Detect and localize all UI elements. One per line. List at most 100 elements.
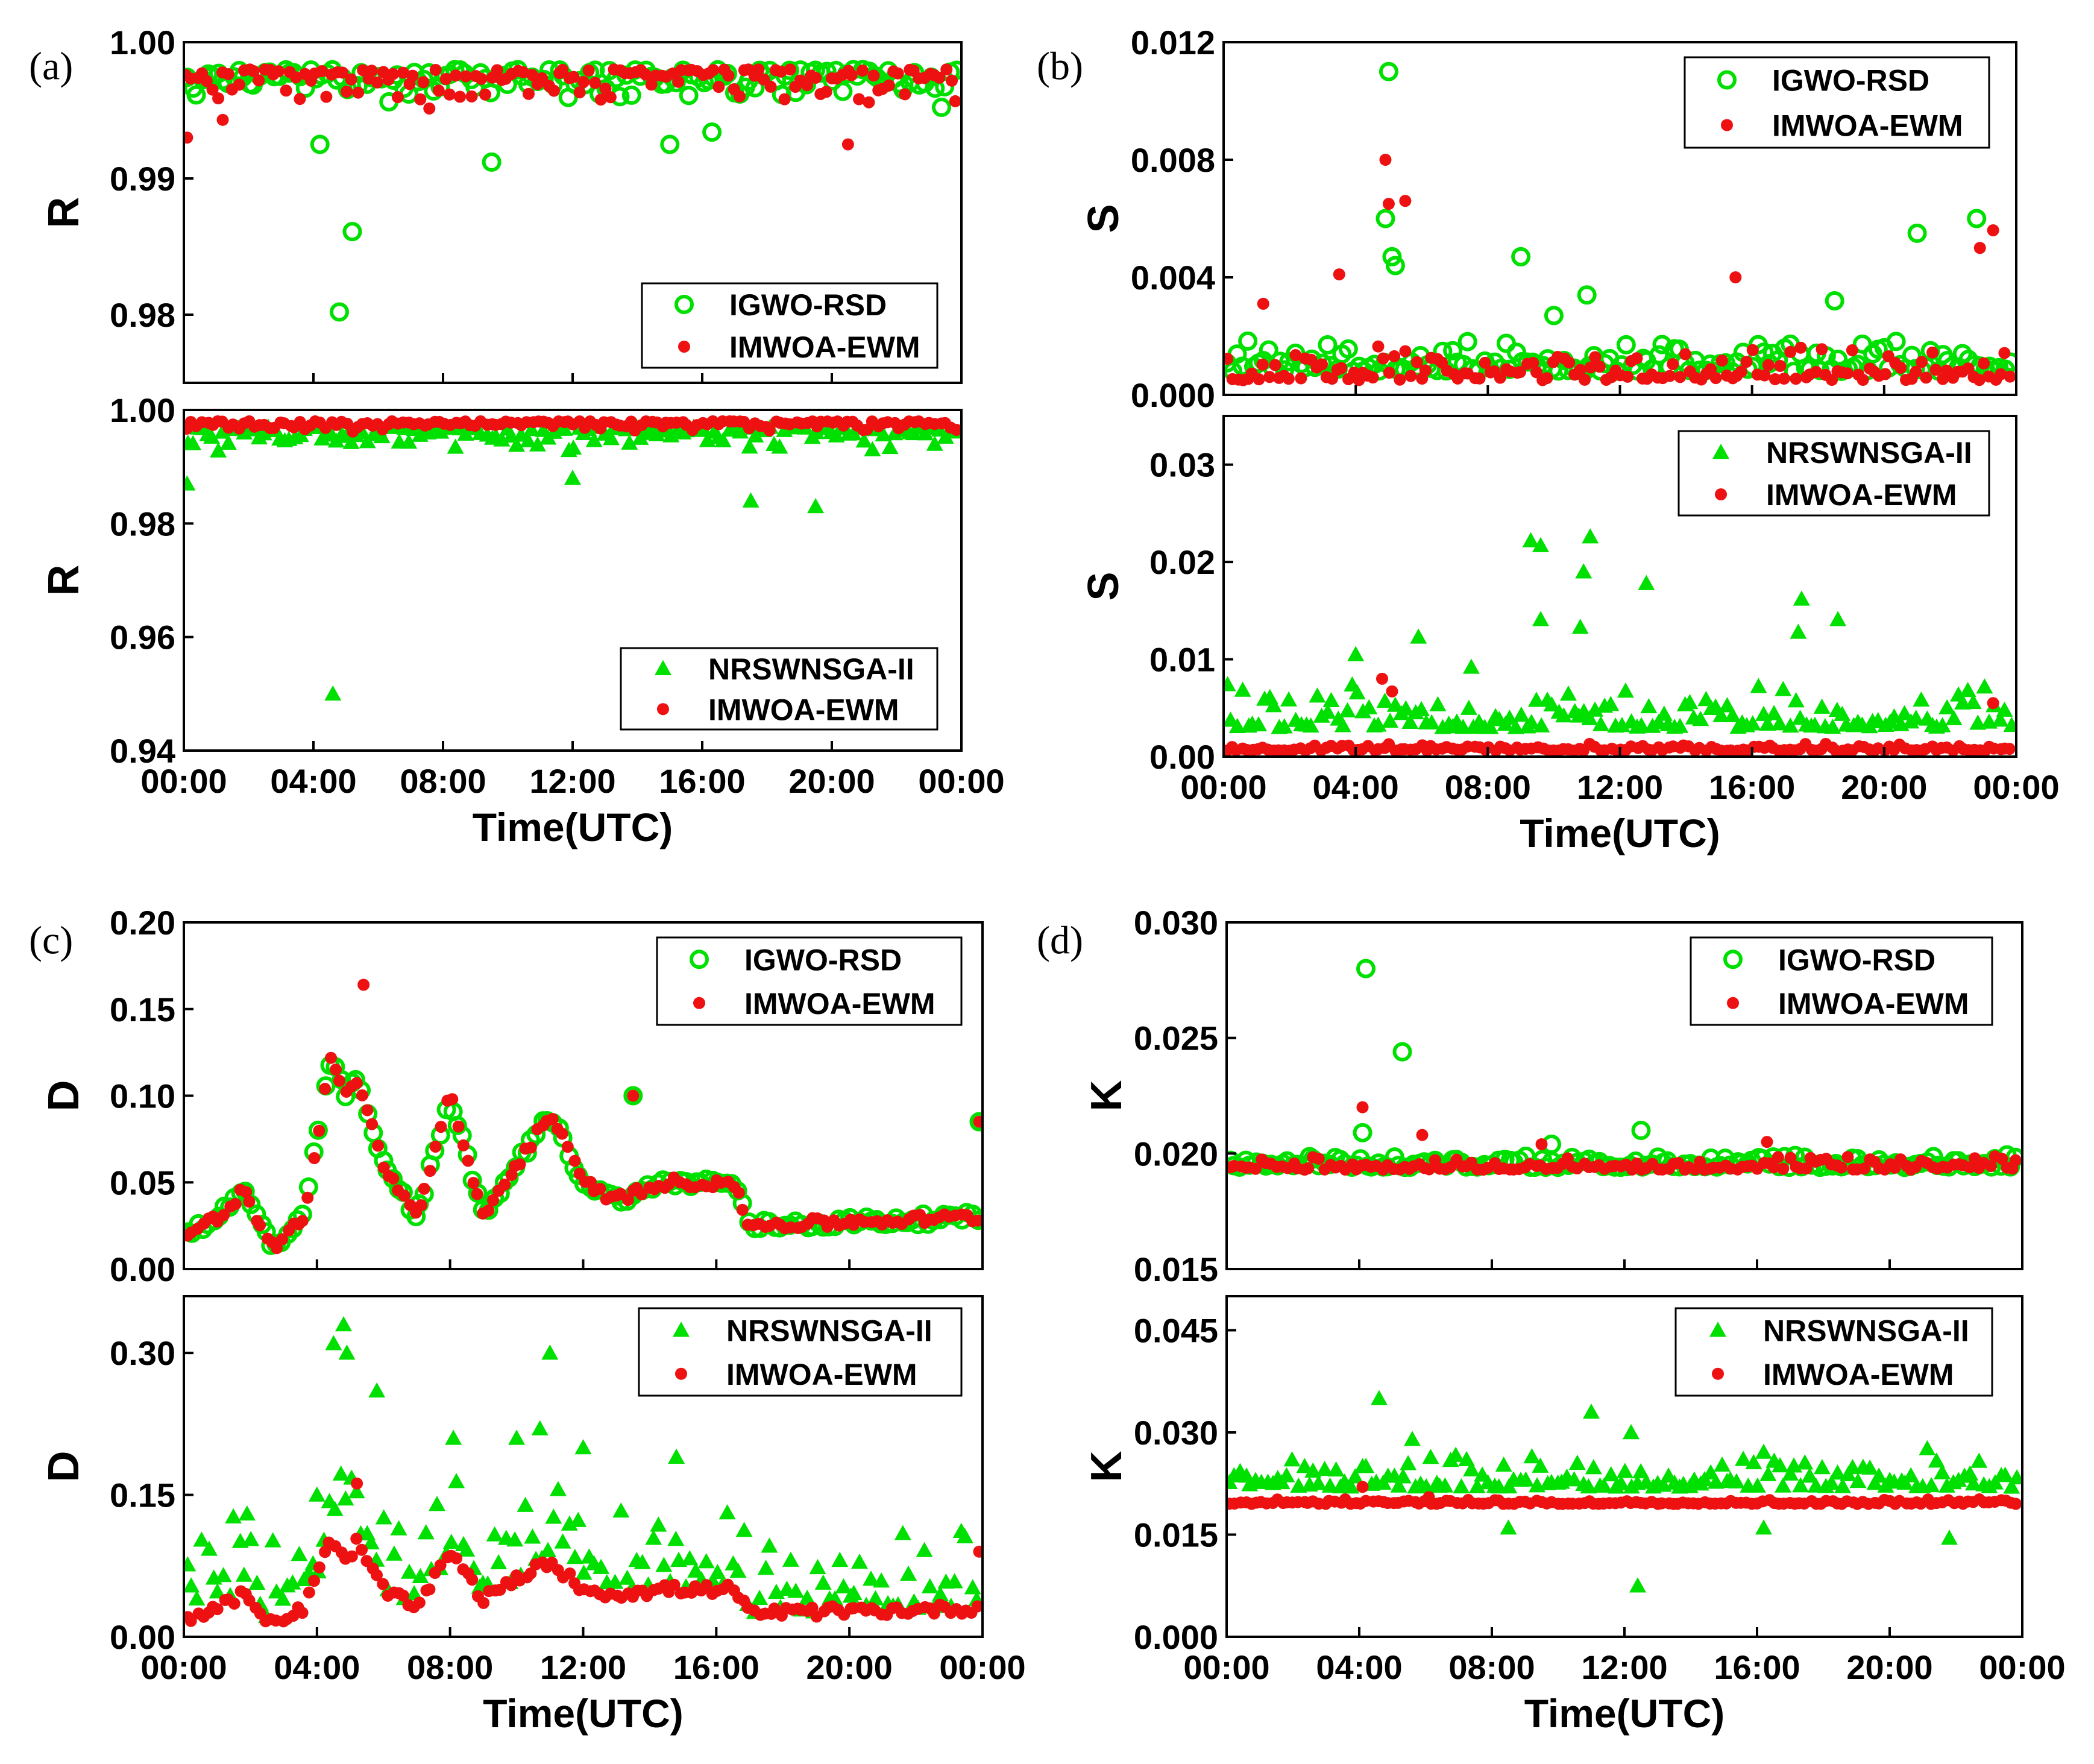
legend-marker xyxy=(1717,70,1737,90)
point-imwoa-ewm xyxy=(1705,363,1717,376)
data-points xyxy=(1227,1390,2022,1593)
x-tick-label: 16:00 xyxy=(1709,768,1795,806)
point-nrswnsga-ii xyxy=(863,1570,880,1586)
point-imwoa-ewm xyxy=(1563,356,1576,369)
legend-marker xyxy=(657,703,669,716)
point-igwo-rsd xyxy=(1907,223,1927,243)
point-nrswnsga-ii xyxy=(1969,714,1987,730)
point-imwoa-ewm xyxy=(973,1545,983,1558)
point-nrswnsga-ii xyxy=(1792,1477,1809,1493)
point-imwoa-ewm xyxy=(443,88,456,101)
point-nrswnsga-ii xyxy=(1224,676,1236,691)
point-nrswnsga-ii xyxy=(1583,1403,1600,1419)
point-nrswnsga-ii xyxy=(1533,717,1550,732)
point-imwoa-ewm xyxy=(465,90,478,102)
point-nrswnsga-ii xyxy=(1453,1478,1470,1494)
y-tick-label: 0.00 xyxy=(110,1250,175,1288)
x-tick-label: 00:00 xyxy=(140,762,227,800)
point-imwoa-ewm xyxy=(272,65,285,78)
point-nrswnsga-ii xyxy=(375,1509,392,1525)
point-nrswnsga-ii xyxy=(1357,1458,1375,1473)
point-imwoa-ewm xyxy=(1423,1491,1435,1504)
point-imwoa-ewm xyxy=(356,1089,368,1101)
legend-entry: IMWOA-EWM xyxy=(744,987,935,1021)
point-nrswnsga-ii xyxy=(1532,537,1549,552)
point-nrswnsga-ii xyxy=(417,1524,435,1540)
point-nrswnsga-ii xyxy=(1755,1519,1772,1535)
point-nrswnsga-ii xyxy=(668,1448,685,1464)
point-nrswnsga-ii xyxy=(490,1554,508,1570)
point-imwoa-ewm xyxy=(1263,371,1276,383)
point-nrswnsga-ii xyxy=(1401,713,1419,729)
point-igwo-rsd xyxy=(1577,285,1597,305)
panel-label: (b) xyxy=(1037,44,1083,88)
data-points xyxy=(1224,61,2016,386)
point-nrswnsga-ii xyxy=(864,441,881,456)
point-nrswnsga-ii xyxy=(1650,714,1667,729)
x-tick-label: 04:00 xyxy=(1313,768,1399,806)
point-nrswnsga-ii xyxy=(1623,1424,1640,1440)
point-imwoa-ewm xyxy=(556,63,569,76)
point-imwoa-ewm xyxy=(733,90,746,102)
point-imwoa-ewm xyxy=(356,1543,368,1556)
point-nrswnsga-ii xyxy=(814,1574,832,1590)
point-nrswnsga-ii xyxy=(506,1531,524,1547)
point-nrswnsga-ii xyxy=(274,1590,292,1606)
data-points xyxy=(1224,528,2016,757)
point-nrswnsga-ii xyxy=(1265,697,1282,713)
point-nrswnsga-ii xyxy=(714,432,732,447)
point-imwoa-ewm xyxy=(228,1597,241,1610)
point-imwoa-ewm xyxy=(435,1121,447,1133)
legend-box xyxy=(638,1307,963,1397)
point-nrswnsga-ii xyxy=(565,439,582,455)
point-imwoa-ewm xyxy=(1416,1129,1429,1141)
point-imwoa-ewm xyxy=(1758,369,1771,382)
point-imwoa-ewm xyxy=(1846,344,1858,356)
y-tick-label: 0.015 xyxy=(1134,1516,1218,1554)
point-imwoa-ewm xyxy=(459,70,472,83)
point-imwoa-ewm xyxy=(423,1583,436,1596)
point-nrswnsga-ii xyxy=(1735,1451,1752,1466)
point-nrswnsga-ii xyxy=(1316,1460,1333,1476)
point-imwoa-ewm xyxy=(371,76,384,89)
point-nrswnsga-ii xyxy=(667,1531,685,1546)
point-imwoa-ewm xyxy=(319,1083,332,1095)
point-nrswnsga-ii xyxy=(782,1551,799,1567)
y-tick-label: 0.012 xyxy=(1131,24,1215,61)
point-imwoa-ewm xyxy=(973,1115,983,1128)
legend-marker xyxy=(690,950,709,969)
point-imwoa-ewm xyxy=(418,1182,430,1195)
legend-entry: IGWO-RSD xyxy=(1778,943,1935,977)
point-imwoa-ewm xyxy=(577,75,590,88)
point-imwoa-ewm xyxy=(366,1118,379,1130)
point-imwoa-ewm xyxy=(784,63,796,76)
legend-marker xyxy=(1712,444,1729,459)
x-tick-label: 08:00 xyxy=(1448,1648,1535,1686)
legend-entry: NRSWNSGA-II xyxy=(1763,1314,1969,1347)
point-nrswnsga-ii xyxy=(390,1520,407,1536)
point-imwoa-ewm xyxy=(229,1198,242,1211)
point-nrswnsga-ii xyxy=(1394,1468,1412,1484)
point-imwoa-ewm xyxy=(1929,364,1942,376)
point-nrswnsga-ii xyxy=(1749,1477,1766,1493)
point-igwo-rsd xyxy=(1886,332,1906,351)
point-imwoa-ewm xyxy=(763,424,776,437)
point-nrswnsga-ii xyxy=(575,1564,593,1580)
point-nrswnsga-ii xyxy=(1376,692,1394,708)
point-imwoa-ewm xyxy=(450,1552,463,1564)
point-nrswnsga-ii xyxy=(1507,719,1524,734)
point-imwoa-ewm xyxy=(200,75,213,87)
point-imwoa-ewm xyxy=(668,1578,681,1591)
point-nrswnsga-ii xyxy=(545,1508,562,1524)
point-nrswnsga-ii xyxy=(447,438,464,454)
point-imwoa-ewm xyxy=(899,88,911,101)
y-axis-label: K xyxy=(1083,1451,1131,1482)
point-imwoa-ewm xyxy=(1514,366,1526,379)
point-imwoa-ewm xyxy=(243,1195,256,1208)
point-igwo-rsd xyxy=(623,1086,643,1106)
point-imwoa-ewm xyxy=(867,69,880,82)
point-nrswnsga-ii xyxy=(1616,1463,1633,1478)
point-imwoa-ewm xyxy=(621,1194,634,1206)
point-imwoa-ewm xyxy=(351,1477,363,1490)
x-tick-label: 08:00 xyxy=(1445,768,1531,806)
